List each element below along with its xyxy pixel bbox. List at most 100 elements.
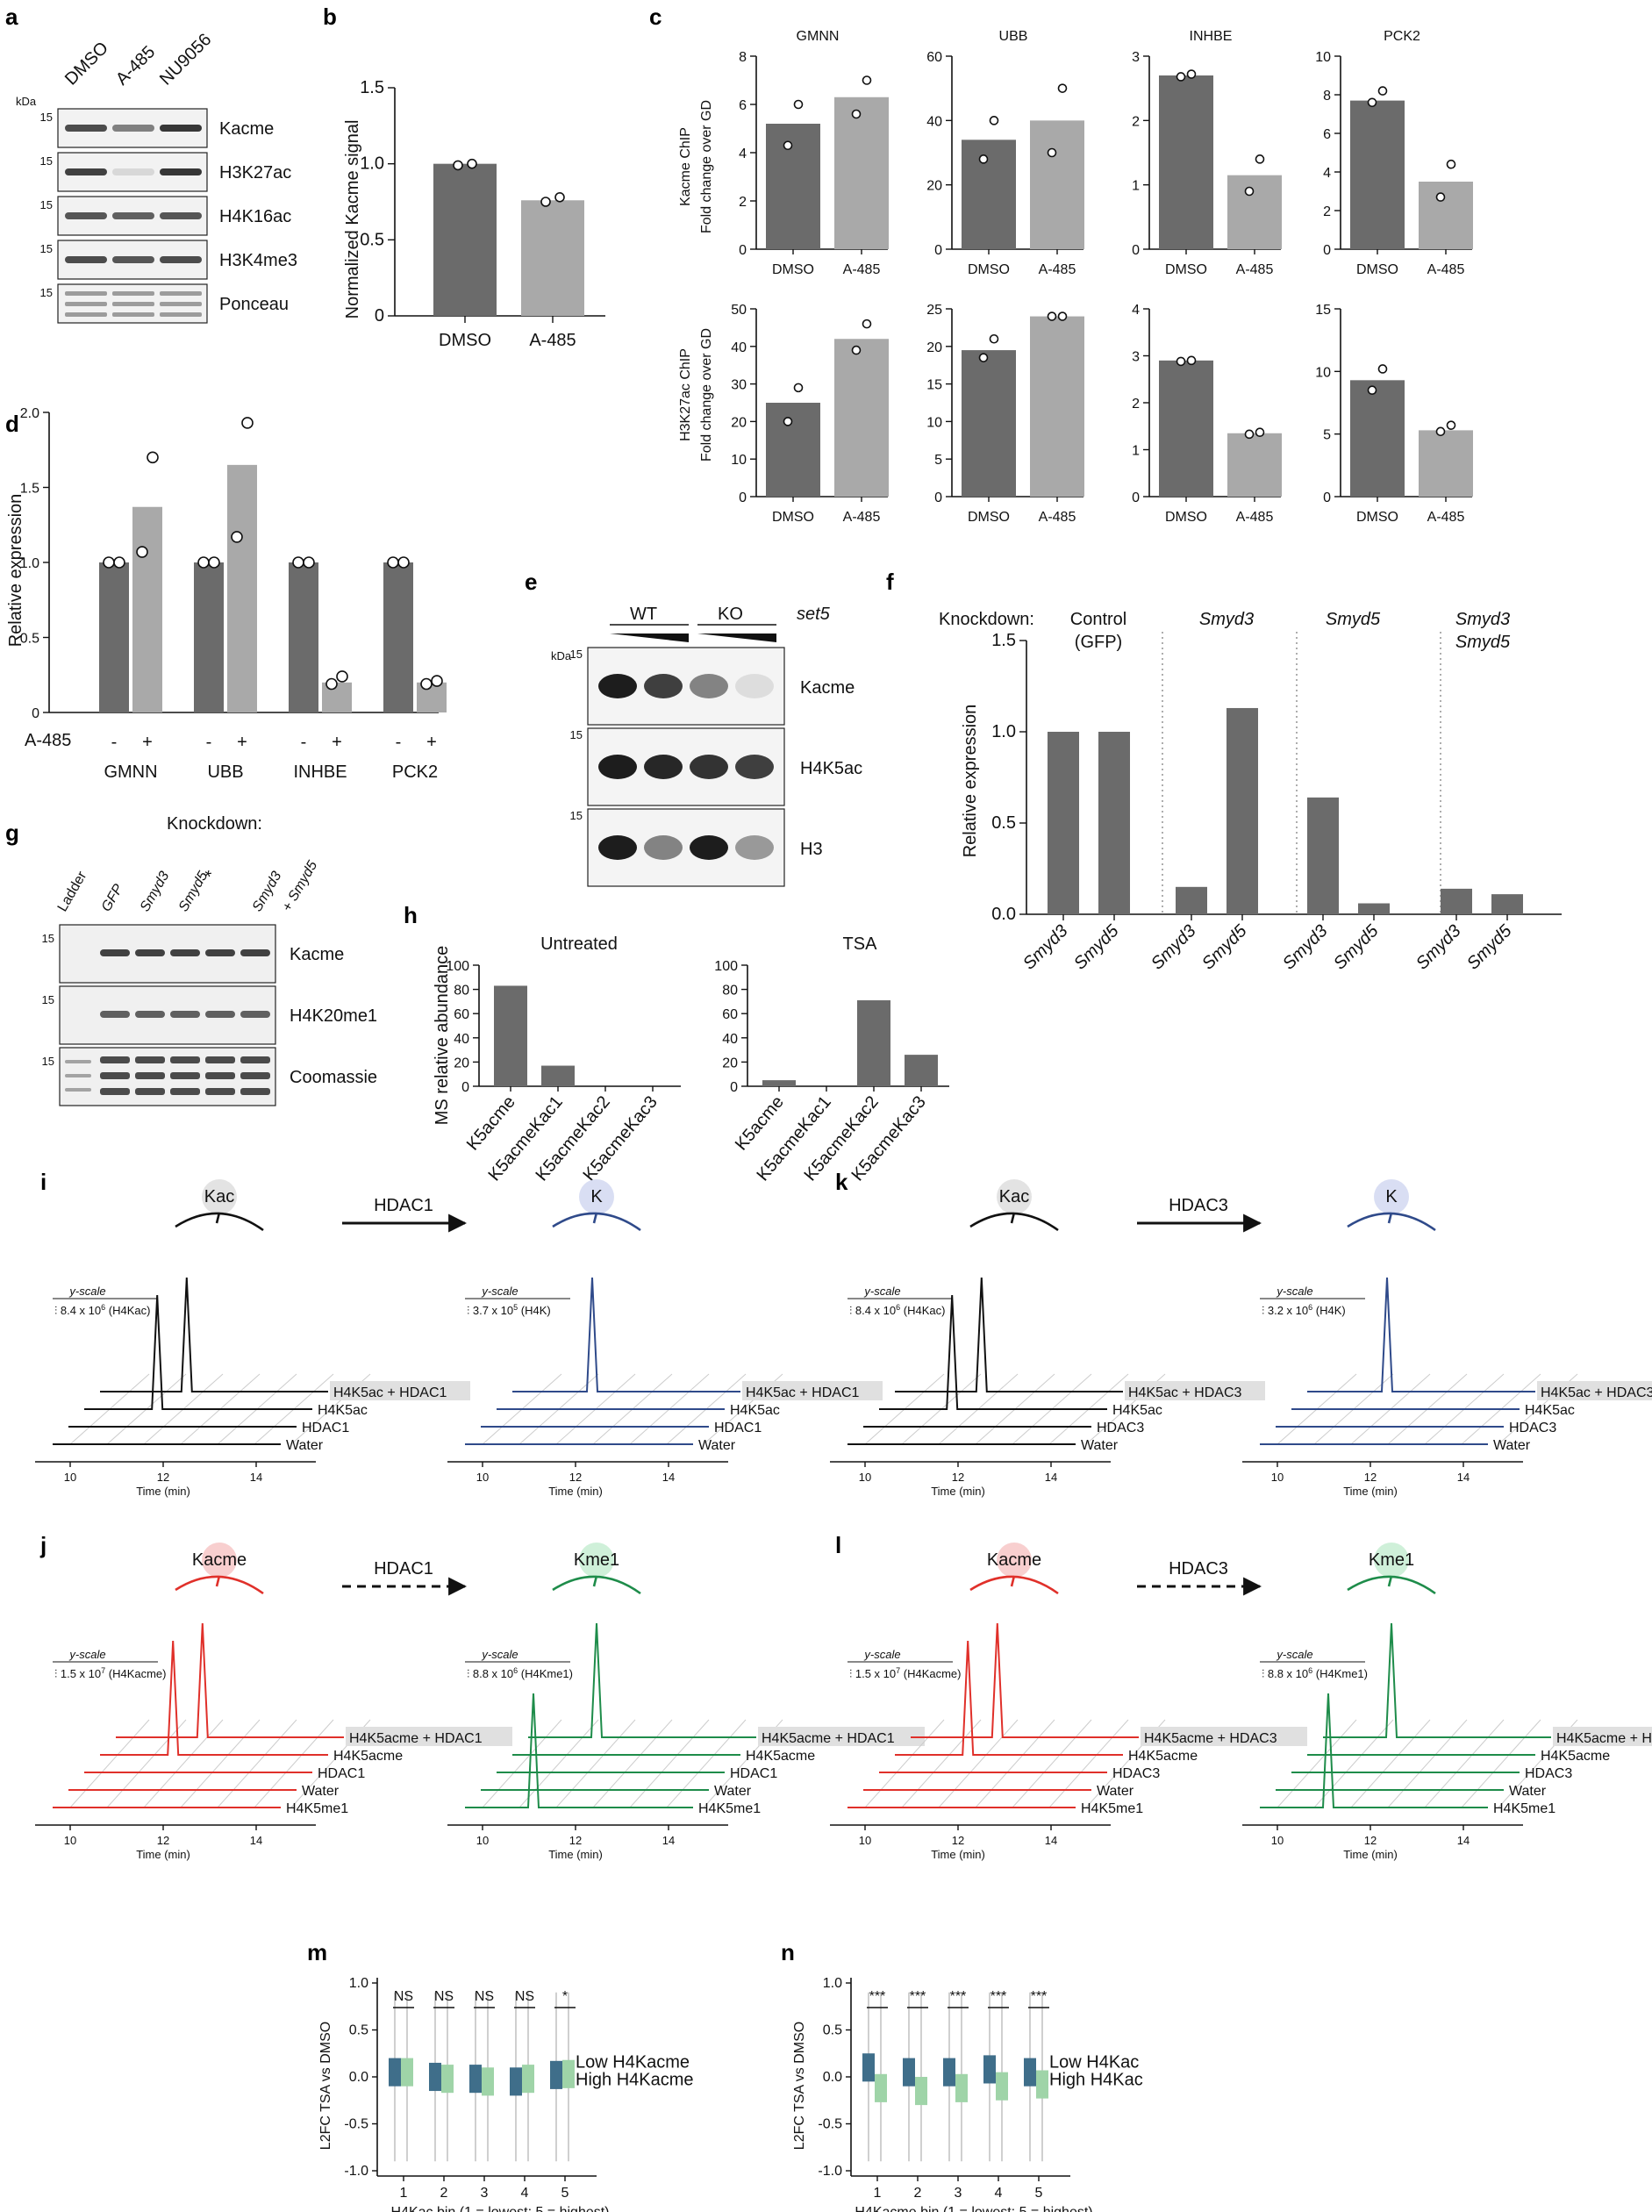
- y-scale-value: ⫶ 8.8 x 106 (H4Kme1): [467, 1666, 573, 1680]
- x-tick-label: 10: [1271, 1834, 1284, 1847]
- trace-label: Water: [1493, 1438, 1531, 1453]
- substrate-label: Kacme: [987, 1550, 1041, 1570]
- band: [112, 302, 154, 306]
- bar: [1227, 433, 1282, 497]
- y-tick-label: 0: [1323, 490, 1331, 505]
- significance-label: *: [562, 1989, 568, 2004]
- x-tick-label: 12: [157, 1471, 169, 1484]
- subplot-title: TSA: [843, 934, 878, 954]
- data-point: [241, 417, 254, 429]
- band: [112, 212, 154, 219]
- peptide-sidechain: [215, 1575, 221, 1587]
- peptide-sidechain: [1387, 1212, 1393, 1224]
- highlight-box: [1537, 1381, 1652, 1400]
- substrate-glow: [997, 1179, 1032, 1214]
- x-tick-label: 1: [400, 2186, 408, 2201]
- enzyme-label: HDAC3: [1169, 1196, 1228, 1215]
- panel-f: f Knockdown: Relative expression 0.0 0.5 1…: [886, 569, 1562, 974]
- x-axis-label: H4Kacme bin (1 = lowest; 5 = highest): [855, 2205, 1092, 2212]
- y-tick-label: 0: [934, 243, 942, 258]
- product-label: K: [590, 1187, 603, 1206]
- x-tick-label: 2: [914, 2186, 922, 2201]
- y-tick-label: 0: [739, 243, 747, 258]
- bar: [289, 562, 318, 712]
- y-tick-label: 1.5: [360, 78, 384, 97]
- group-title: Control: [1070, 610, 1126, 629]
- y-tick-label: 2.0: [20, 406, 39, 421]
- bar: [1159, 75, 1213, 249]
- bar: [132, 506, 162, 712]
- y-tick-label: 1.0: [991, 722, 1016, 741]
- y-tick-label: 0.0: [349, 2070, 368, 2085]
- band: [170, 1088, 200, 1095]
- data-point: [554, 192, 565, 203]
- panel-label-g: g: [5, 820, 19, 846]
- group-title: Smyd5: [1326, 610, 1381, 629]
- data-point: [1446, 420, 1456, 430]
- band: [644, 674, 683, 698]
- trace-line: [100, 1640, 328, 1756]
- y-tick-label: 20: [926, 179, 942, 194]
- blot-box: [59, 1047, 276, 1106]
- y-tick-label: 4: [739, 147, 747, 161]
- panel-label-f: f: [886, 569, 894, 595]
- bar: [1098, 732, 1130, 914]
- grid-line: [1350, 1719, 1431, 1808]
- y-tick-label: 30: [731, 378, 747, 393]
- y-tick-label: 0: [1132, 490, 1140, 505]
- y-tick-label: 100: [446, 959, 469, 974]
- legend-entry: Low H4Kac: [1049, 2052, 1139, 2072]
- data-point: [1047, 311, 1057, 321]
- data-point: [467, 158, 477, 169]
- y-tick-label: 0: [461, 1080, 469, 1095]
- grid-line: [518, 1719, 599, 1808]
- x-axis-label: Time (min): [136, 1848, 190, 1861]
- y-tick-label: 20: [722, 1056, 738, 1070]
- y-tick-label: 0.5: [360, 230, 384, 249]
- data-point: [147, 451, 159, 464]
- panel-d: d Relative expression A-485 0 0.5 1.0 1.5 2.…: [5, 406, 447, 782]
- trace-label: H4K5acme + HDAC3: [1556, 1731, 1652, 1746]
- y-tick-label: 25: [926, 303, 942, 318]
- marker-label: 15: [40, 242, 53, 255]
- trace-label: H4K5acme + HDAC3: [1144, 1731, 1277, 1746]
- trace-label: H4K5me1: [698, 1801, 761, 1816]
- trace-line: [911, 1622, 1139, 1738]
- panel-label-l: l: [835, 1532, 841, 1558]
- y-tick-label: 0.5: [20, 632, 39, 647]
- ko-label: KO: [718, 605, 743, 624]
- panel-j: j Kacme HDAC1 Kme1 y-scale ⫶ 1.5 x 107 (H4Kac…: [35, 1532, 925, 1861]
- trace-label: H4K5acme: [1541, 1749, 1610, 1764]
- grid-line: [143, 1719, 224, 1808]
- band: [65, 1088, 91, 1092]
- significance-label: ***: [869, 1989, 886, 2004]
- box: [875, 2073, 887, 2102]
- treatment-sign: +: [237, 733, 247, 752]
- x-tick-label: A-485: [1039, 262, 1076, 277]
- y-scale-value: ⫶ 8.4 x 106 (H4Kac): [849, 1303, 945, 1317]
- y-tick-label: 0: [934, 490, 942, 505]
- gene-label: INHBE: [293, 762, 347, 782]
- trace-label: H4K5me1: [286, 1801, 348, 1816]
- band: [690, 674, 728, 698]
- data-point: [1367, 97, 1377, 108]
- data-point: [851, 109, 862, 119]
- trace-label: HDAC1: [302, 1421, 349, 1435]
- grid-line: [1048, 1719, 1129, 1808]
- gene-label: GMNN: [104, 762, 157, 782]
- trace-label: H4K5acme: [746, 1749, 815, 1764]
- trace-line: [512, 1277, 740, 1392]
- highlight-box: [758, 1727, 925, 1746]
- band: [112, 125, 154, 132]
- x-tick-label: DMSO: [1356, 510, 1398, 525]
- substrate-glow: [997, 1543, 1032, 1578]
- y-scale-exponent: 7: [896, 1666, 900, 1675]
- y-tick-label: 0: [1132, 243, 1140, 258]
- y-tick-label: 0.0: [823, 2070, 842, 2085]
- box: [401, 2058, 413, 2087]
- enzyme-label: HDAC1: [374, 1196, 433, 1215]
- band: [65, 1074, 91, 1077]
- band: [100, 1088, 130, 1095]
- bar: [962, 350, 1016, 497]
- band: [170, 1011, 200, 1018]
